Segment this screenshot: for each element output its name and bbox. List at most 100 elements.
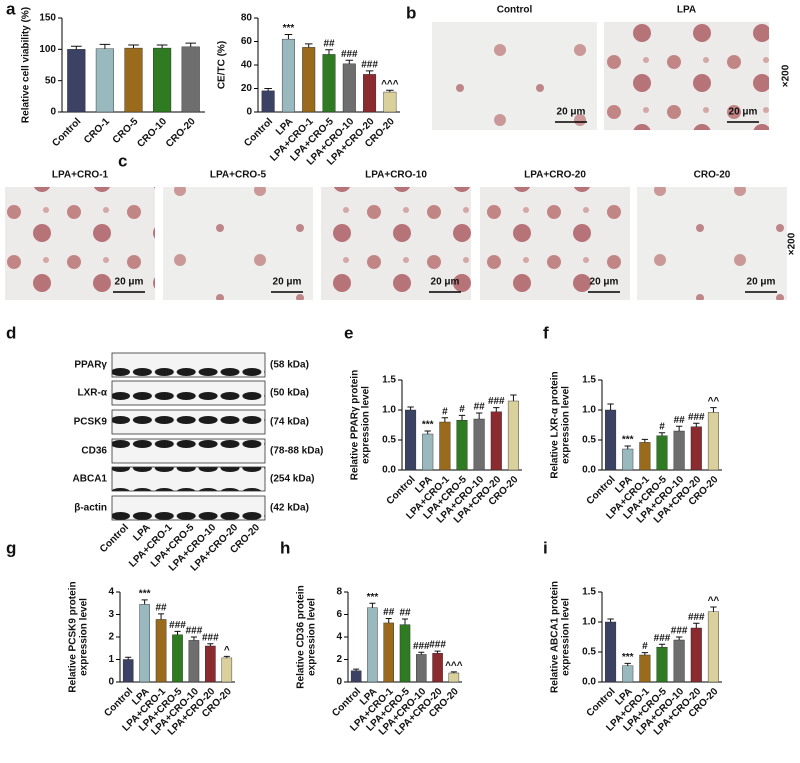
panel-label: g [6, 538, 16, 557]
bar [122, 659, 134, 683]
bar [205, 645, 216, 683]
error-bar [641, 438, 649, 443]
y-tick-label: 0 [336, 677, 342, 688]
x-tick-label: Control [585, 686, 618, 719]
error-bar [710, 606, 717, 612]
error-bar [207, 643, 214, 646]
micrograph [480, 187, 630, 300]
error-bar [458, 414, 466, 421]
scale-label: 20 μm [590, 277, 619, 288]
bar [261, 90, 275, 113]
y-tick-label: 4 [336, 632, 342, 643]
significance-mark: ### [654, 633, 671, 644]
y-axis-label: expression level [361, 386, 372, 464]
micrograph [5, 187, 155, 300]
micrograph-title: LPA+CRO-10 [365, 170, 427, 181]
significance-mark: *** [422, 420, 434, 431]
significance-mark: ^ [224, 645, 230, 656]
magnification: ×200 [787, 232, 798, 255]
error-bar [345, 59, 354, 64]
error-bar [156, 44, 168, 49]
significance-mark: *** [622, 652, 634, 663]
y-axis-label: expression level [561, 598, 572, 676]
blot-band-row [111, 495, 266, 521]
error-bar [190, 636, 197, 641]
y-axis-label: Relative cell viability (%) [21, 7, 32, 123]
error-bar [607, 618, 614, 622]
significance-mark: ^^^ [445, 661, 463, 672]
significance-mark: *** [139, 589, 151, 600]
protein-label: PPARγ [74, 360, 107, 371]
y-tick-label: 1.0 [582, 617, 596, 628]
bar [95, 48, 114, 113]
y-tick-label: 0.0 [582, 677, 596, 688]
significance-mark: *** [283, 23, 295, 34]
significance-mark: # [442, 406, 448, 417]
panel-label: h [280, 538, 290, 557]
panel-label: b [406, 3, 416, 22]
y-axis-label: expression level [79, 598, 90, 676]
panel-label: d [6, 323, 16, 342]
error-bar [99, 43, 111, 49]
y-tick-label: 80 [241, 13, 253, 24]
bar [405, 409, 417, 471]
y-tick-label: 4 [108, 587, 114, 598]
bar [322, 54, 336, 113]
significance-mark: # [659, 421, 665, 432]
y-axis-label: CE/TC (%) [217, 41, 228, 89]
y-tick-label: 50 [45, 75, 57, 86]
significance-mark: ### [688, 412, 705, 423]
bar [473, 418, 485, 471]
scale-label: 20 μm [115, 277, 144, 288]
blot-band-row [111, 438, 266, 464]
y-axis-label: expression level [561, 386, 572, 464]
significance-mark: ### [186, 626, 203, 637]
error-bar [128, 44, 139, 49]
y-tick-label: 0 [108, 677, 114, 688]
error-bar [174, 630, 181, 635]
y-tick-label: 0.5 [582, 435, 596, 446]
lane-label: Control [98, 522, 131, 555]
bar [350, 670, 362, 683]
bar [690, 426, 702, 471]
x-tick-label: Control [585, 474, 618, 507]
y-tick-label: 8 [336, 587, 342, 598]
bar [383, 91, 397, 113]
panel-label: i [543, 538, 548, 557]
protein-label: β-actin [74, 503, 107, 514]
significance-mark: ### [413, 641, 430, 652]
y-tick-label: 6 [336, 609, 342, 620]
significance-mark: ### [688, 612, 705, 623]
x-tick-label: Control [50, 116, 83, 149]
bar [416, 654, 427, 683]
error-bar [424, 430, 431, 434]
error-bar [710, 407, 717, 413]
x-tick-label: CRO-1 [82, 116, 112, 146]
y-axis-label: Relative PPARγ protein [350, 370, 361, 480]
protein-label: CD36 [81, 446, 107, 457]
protein-size: (42 kDa) [270, 503, 309, 514]
error-bar [675, 425, 683, 431]
error-bar [386, 89, 394, 93]
significance-mark: ### [361, 60, 378, 71]
y-tick-label: 2 [336, 654, 342, 665]
bar [707, 412, 719, 471]
micrograph-title: LPA [677, 5, 696, 16]
protein-size: (74 kDa) [270, 417, 309, 428]
significance-mark: # [459, 404, 465, 415]
error-bar [185, 42, 197, 47]
bar [690, 627, 702, 683]
micrograph [321, 187, 471, 300]
scale-label: 20 μm [273, 277, 302, 288]
error-bar [401, 618, 409, 625]
protein-size: (78-88 kDa) [270, 446, 323, 457]
scale-label: 20 μm [557, 107, 586, 118]
error-bar [658, 643, 666, 648]
bar [188, 640, 200, 683]
error-bar [675, 636, 683, 640]
y-tick-label: 1.0 [382, 405, 396, 416]
x-tick-label: Control [242, 116, 275, 149]
y-tick-label: 0 [50, 107, 56, 118]
bar [673, 430, 685, 471]
